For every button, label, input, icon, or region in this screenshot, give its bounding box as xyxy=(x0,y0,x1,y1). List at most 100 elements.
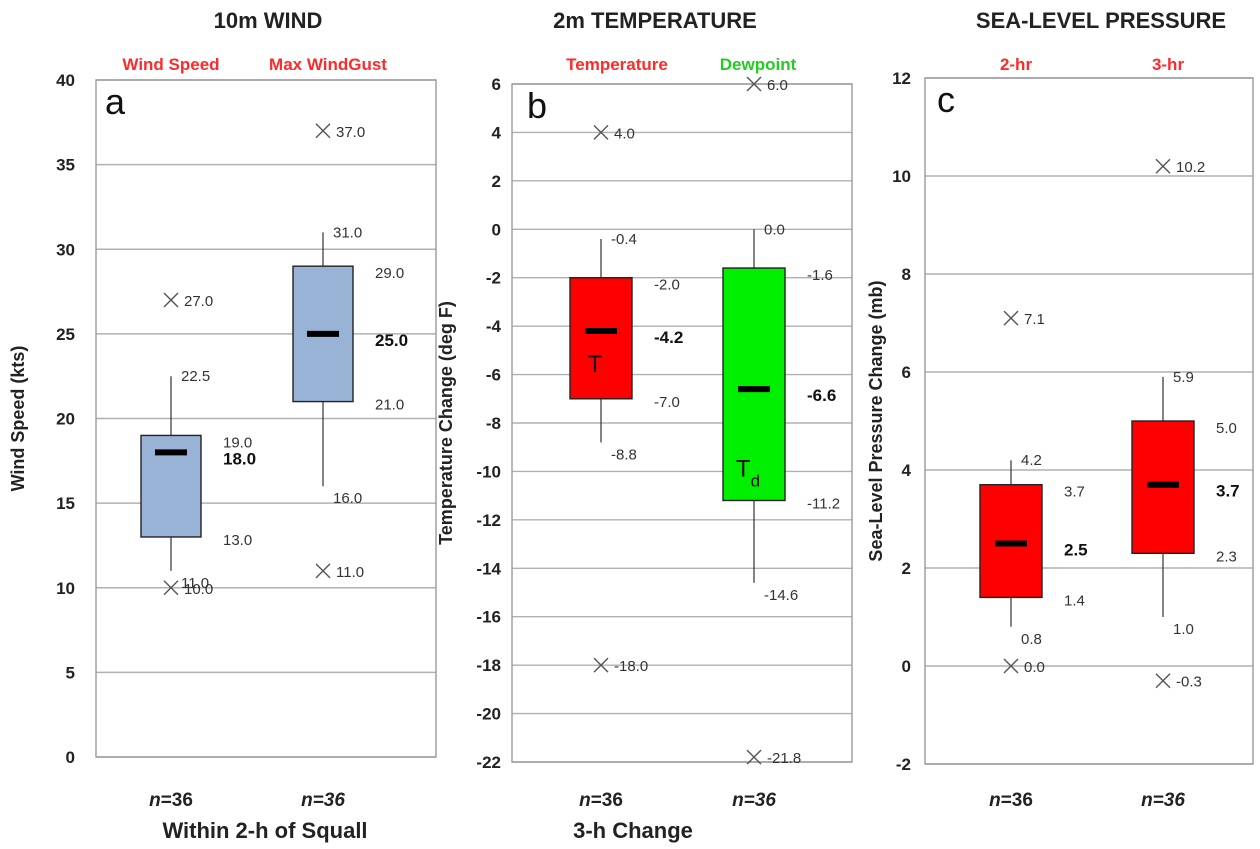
y-tick-label: 10 xyxy=(56,579,75,598)
whisker-high-label: -0.4 xyxy=(611,231,637,248)
series-header: 3-hr xyxy=(1152,55,1185,74)
y-tick-label: 25 xyxy=(56,325,75,344)
y-tick-label: 30 xyxy=(56,240,75,259)
outlier-label: 37.0 xyxy=(336,124,365,141)
outlier-stroke xyxy=(1155,673,1171,689)
y-tick-label: 8 xyxy=(902,265,911,284)
n-count-value: =36 xyxy=(591,790,623,811)
y-tick-label: 2 xyxy=(902,559,911,578)
y-tick-label: -6 xyxy=(486,366,501,385)
y-tick-label: 20 xyxy=(56,410,75,429)
outlier-marker xyxy=(315,123,331,139)
q1-label: -7.0 xyxy=(654,394,680,411)
q1-label: 2.3 xyxy=(1216,548,1237,565)
outlier-marker xyxy=(315,563,331,579)
outlier-stroke xyxy=(1003,658,1019,674)
x-axis-footer: Within 2-h of Squall xyxy=(162,818,367,843)
y-tick-label: 0 xyxy=(66,748,75,767)
n-count-label-part: n=36 xyxy=(301,790,345,811)
series-dewpoint: Dewpoint Td -21.8 6.0 0.0 -14.6 -1.6 -11.2 -6.6 n… xyxy=(720,55,840,811)
whisker-high-label: 4.2 xyxy=(1021,452,1042,469)
outlier-marker xyxy=(163,292,179,308)
series-wind-speed: Wind Speed 10.0 27.0 22.5 11.0 19.0 13.0 18.0 n=… xyxy=(122,55,256,811)
outlier-stroke xyxy=(746,749,762,765)
outlier-marker xyxy=(593,657,609,673)
series-header: Temperature xyxy=(566,55,668,74)
q3-label: 5.0 xyxy=(1216,420,1237,437)
outlier-label: -18.0 xyxy=(614,658,648,675)
median-label: -4.2 xyxy=(654,328,683,347)
series-temperature: Temperature T -18.0 4.0 -0.4 -8.8 -2.0 -7.0 -4.2… xyxy=(566,55,683,811)
median-label: -6.6 xyxy=(807,386,836,405)
plot-frame xyxy=(95,79,437,758)
panel-c: SEA-LEVEL PRESSURE -2 0 2 4 6 8 10 12 Sea-Level P… xyxy=(866,8,1254,811)
outlier-stroke xyxy=(163,292,179,308)
panel-letter: a xyxy=(105,81,126,122)
box-iqr xyxy=(722,267,786,502)
q3-label: 3.7 xyxy=(1064,484,1085,501)
box-label-main: T xyxy=(736,455,751,482)
n-count-label-part: n xyxy=(579,790,591,811)
outlier-stroke xyxy=(593,124,609,140)
y-tick-label: -12 xyxy=(476,511,501,530)
whisker-high-label: 5.9 xyxy=(1173,369,1194,386)
whisker-low-label: 11.0 xyxy=(181,575,209,592)
outlier-label: 6.0 xyxy=(767,77,788,94)
y-tick-label: -2 xyxy=(486,269,501,288)
whisker-low-label: 0.8 xyxy=(1021,631,1042,648)
q1-label: -11.2 xyxy=(807,495,840,512)
outlier-marker xyxy=(1003,310,1019,326)
q3-label: 19.0 xyxy=(223,434,252,451)
y-tick-label: 10 xyxy=(892,167,911,186)
outlier-stroke xyxy=(1155,158,1171,174)
outlier-label: 10.2 xyxy=(1176,159,1205,176)
outlier-marker xyxy=(1155,158,1171,174)
plot-frame xyxy=(924,77,1254,765)
panel-title: 2m TEMPERATURE xyxy=(553,8,757,33)
panel-title: 10m WIND xyxy=(214,8,323,33)
whisker-high-label: 31.0 xyxy=(333,224,362,241)
box-iqr xyxy=(569,277,633,400)
outlier-marker xyxy=(746,76,762,92)
series-3-hr: 3-hr -0.3 10.2 5.9 1.0 5.0 2.3 3.7 n=36 xyxy=(1131,55,1240,811)
outlier-label: -21.8 xyxy=(767,750,801,767)
n-count-label: n=36 xyxy=(989,790,1033,811)
plot-frame xyxy=(511,83,853,763)
box-label: T xyxy=(588,351,603,378)
series-max-windgust: Max WindGust 11.0 37.0 31.0 16.0 29.0 21.0 25.0… xyxy=(269,55,408,811)
y-tick-label: -8 xyxy=(486,414,501,433)
panel-a: 10m WIND 0 5 10 15 20 25 30 35 40 Wind Speed (kts)… xyxy=(8,8,437,843)
n-count-label-part: n=36 xyxy=(732,790,776,811)
whisker-low-label: -14.6 xyxy=(764,587,798,604)
series-header: Wind Speed xyxy=(122,55,219,74)
whisker-low-label: -8.8 xyxy=(611,446,637,463)
box-iqr xyxy=(1131,420,1195,555)
n-count-label: n=36 xyxy=(579,790,623,811)
y-tick-label: 2 xyxy=(492,172,501,191)
n-count-label-part: n xyxy=(149,790,161,811)
q3-label: -1.6 xyxy=(807,267,833,284)
n-count-label: n=36 xyxy=(149,790,193,811)
outlier-label: 10.0 xyxy=(184,581,213,598)
box-label: Td xyxy=(736,455,760,490)
n-count-value: =36 xyxy=(1001,790,1033,811)
series-header: Dewpoint xyxy=(720,55,797,74)
outlier-stroke xyxy=(1003,310,1019,326)
q1-label: 21.0 xyxy=(375,397,404,414)
outlier-label: 11.0 xyxy=(336,564,364,581)
y-tick-label: 5 xyxy=(66,663,75,682)
outlier-marker xyxy=(593,124,609,140)
outlier-marker xyxy=(163,580,179,596)
outlier-stroke xyxy=(315,123,331,139)
y-tick-label: 4 xyxy=(902,461,912,480)
y-tick-label: 15 xyxy=(56,494,75,513)
y-tick-label: 0 xyxy=(902,657,911,676)
y-tick-label: -22 xyxy=(476,753,501,772)
outlier-label: 27.0 xyxy=(184,293,213,310)
median-label: 3.7 xyxy=(1216,482,1240,501)
outlier-label: 4.0 xyxy=(614,125,635,142)
y-axis-label: Wind Speed (kts) xyxy=(8,346,28,492)
y-tick-label: 4 xyxy=(492,123,502,142)
outlier-stroke xyxy=(315,563,331,579)
n-count-value: =36 xyxy=(161,790,193,811)
